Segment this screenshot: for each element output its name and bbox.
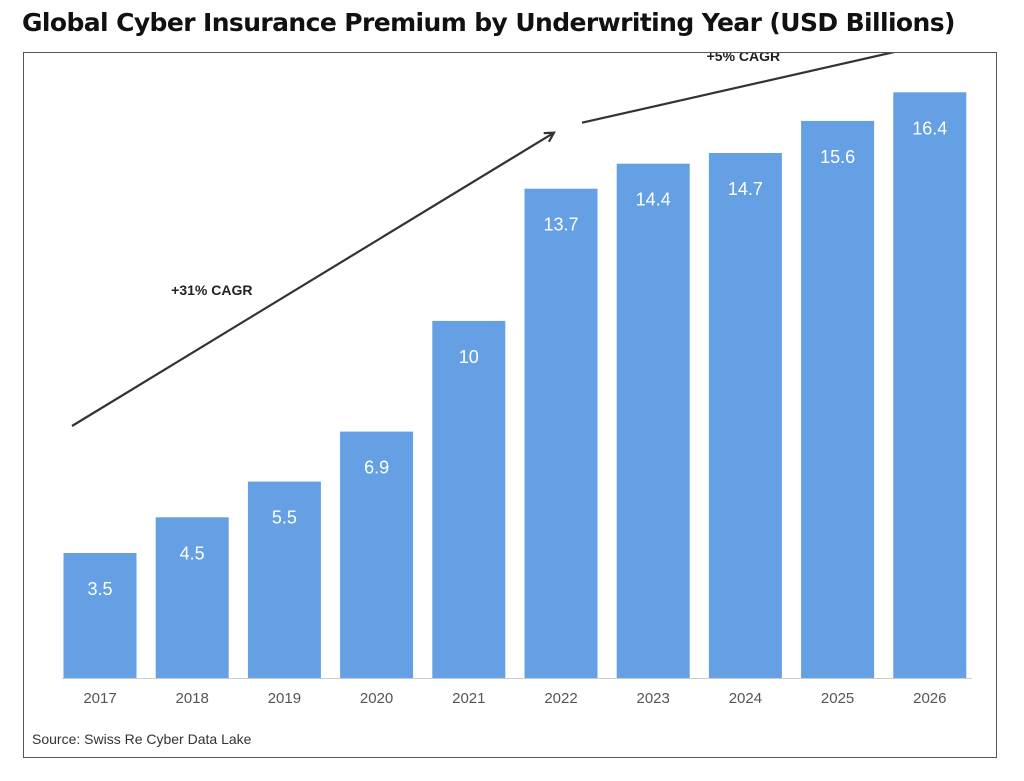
x-tick-label-2019: 2019 (268, 690, 301, 707)
x-tick-label-2023: 2023 (637, 690, 670, 707)
bar-value-label-2021: 10 (459, 347, 479, 367)
bar-chart: 3.5 2017 4.5 2018 5.5 2019 6.9 2020 10 2021 13.7 20… (62, 53, 972, 707)
bar-2022 (524, 188, 598, 678)
chart-frame: 3.5 2017 4.5 2018 5.5 2019 6.9 2020 10 2021 13.7 20… (23, 52, 997, 758)
x-tick-label-2017: 2017 (83, 690, 116, 707)
bar-value-label-2026: 16.4 (912, 118, 947, 138)
bar-value-label-2025: 15.6 (820, 147, 855, 167)
page-title: Global Cyber Insurance Premium by Underw… (22, 8, 955, 37)
x-tick-label-2022: 2022 (544, 690, 577, 707)
bar-2025 (801, 120, 875, 678)
bar-value-label-2022: 13.7 (543, 215, 578, 235)
x-tick-label-2021: 2021 (452, 690, 485, 707)
bar-2021 (432, 320, 506, 678)
cagr-arrow-2022-2026 (581, 53, 895, 124)
cagr-arrow-2017-2022 (71, 133, 554, 427)
source-note: Source: Swiss Re Cyber Data Lake (32, 731, 252, 747)
bar-2020 (340, 431, 414, 678)
cagr-label-2022-2026: +5% CAGR (707, 53, 781, 64)
bar-2024 (708, 153, 782, 678)
bar-value-label-2017: 3.5 (87, 579, 112, 599)
bar-2019 (247, 481, 321, 678)
bar-2026 (893, 92, 967, 679)
x-tick-label-2024: 2024 (729, 690, 762, 707)
bar-value-label-2019: 5.5 (272, 508, 297, 528)
x-tick-label-2020: 2020 (360, 690, 393, 707)
bar-2018 (155, 517, 229, 678)
bar-value-label-2020: 6.9 (364, 458, 389, 478)
bar-value-label-2023: 14.4 (636, 190, 671, 210)
bar-2017 (63, 553, 137, 678)
bar-value-label-2024: 14.7 (728, 179, 763, 199)
x-tick-label-2025: 2025 (821, 690, 854, 707)
x-tick-label-2018: 2018 (176, 690, 209, 707)
bar-2023 (616, 163, 690, 678)
x-tick-label-2026: 2026 (913, 690, 946, 707)
cagr-label-2017-2022: +31% CAGR (171, 282, 252, 298)
bar-value-label-2018: 4.5 (180, 543, 205, 563)
